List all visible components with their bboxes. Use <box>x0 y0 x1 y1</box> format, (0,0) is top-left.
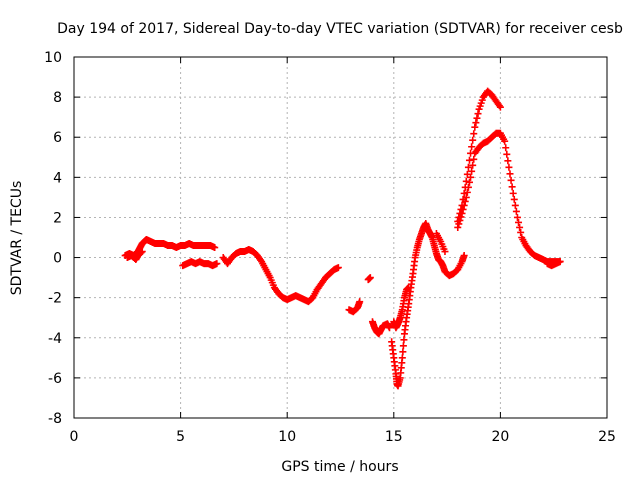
y-tick-label: 6 <box>53 130 62 146</box>
data-point <box>257 256 265 264</box>
data-point <box>517 228 525 236</box>
data-point <box>472 119 480 127</box>
data-point <box>366 274 374 282</box>
x-tick-label: 0 <box>70 429 79 445</box>
axis-ticks: 0 5 10 15 20 25 -8 -6 -4 -2 0 2 4 6 8 10 <box>44 50 616 445</box>
data-point <box>501 137 509 145</box>
data-point <box>405 284 413 292</box>
data-points <box>121 87 564 390</box>
data-point <box>502 144 510 152</box>
data-point <box>515 218 523 226</box>
data-point <box>457 205 465 213</box>
x-tick-label: 5 <box>176 429 185 445</box>
data-point <box>137 249 145 257</box>
data-point <box>496 103 504 111</box>
chart-title: Day 194 of 2017, Sidereal Day-to-day VTE… <box>57 21 623 37</box>
x-tick-label: 10 <box>278 429 296 445</box>
data-point <box>454 223 462 231</box>
data-point <box>471 123 479 131</box>
data-point <box>211 244 219 252</box>
data-point <box>334 264 342 272</box>
data-point <box>386 324 394 332</box>
data-point <box>463 188 471 196</box>
data-point <box>516 223 524 231</box>
data-point <box>460 189 468 197</box>
data-point <box>356 298 364 306</box>
data-point <box>465 156 473 164</box>
data-point <box>556 258 564 266</box>
data-point <box>495 102 503 110</box>
data-point <box>474 110 482 118</box>
data-point <box>399 342 407 350</box>
data-point <box>463 170 471 178</box>
data-point <box>399 348 407 356</box>
data-point <box>470 155 478 163</box>
data-point <box>460 252 468 260</box>
y-tick-label: -8 <box>48 411 62 427</box>
data-point <box>458 201 466 209</box>
data-point <box>512 207 520 215</box>
plot-frame <box>73 56 608 419</box>
data-point <box>465 178 473 186</box>
data-point <box>473 114 481 122</box>
x-axis-label: GPS time / hours <box>281 459 398 475</box>
data-point <box>468 167 476 175</box>
data-point <box>506 170 514 178</box>
y-tick-label: -2 <box>48 291 62 307</box>
data-point <box>508 183 516 191</box>
data-point <box>513 213 521 221</box>
y-tick-label: 0 <box>53 251 62 267</box>
data-point <box>470 130 478 138</box>
data-point <box>459 195 467 203</box>
y-tick-label: -6 <box>48 371 62 387</box>
data-point <box>504 157 512 165</box>
data-point <box>213 260 221 268</box>
data-point <box>455 213 463 221</box>
data-point <box>507 176 515 184</box>
data-point <box>456 209 464 217</box>
y-tick-label: 4 <box>53 170 62 186</box>
y-tick-label: 2 <box>53 210 62 226</box>
data-point <box>400 336 408 344</box>
plot-border <box>73 56 608 419</box>
data-point <box>509 189 517 197</box>
y-tick-label: 8 <box>53 90 62 106</box>
x-tick-label: 25 <box>598 429 616 445</box>
y-axis-label: SDTVAR / TECUs <box>9 181 25 296</box>
data-point <box>469 161 477 169</box>
data-point <box>461 183 469 191</box>
x-tick-label: 20 <box>491 429 509 445</box>
data-point <box>138 248 146 256</box>
data-point <box>441 248 449 256</box>
data-point <box>462 177 470 185</box>
data-point <box>468 143 476 151</box>
y-tick-label: 10 <box>44 50 62 66</box>
data-point <box>398 354 406 362</box>
y-tick-label: -4 <box>48 331 62 347</box>
x-tick-label: 15 <box>385 429 403 445</box>
data-point <box>469 136 477 144</box>
data-point <box>503 150 511 158</box>
data-point <box>454 217 462 225</box>
data-point <box>510 195 518 203</box>
grid <box>74 57 607 418</box>
data-point <box>464 163 472 171</box>
data-point <box>467 149 475 157</box>
data-point <box>511 201 519 209</box>
data-point <box>505 163 513 171</box>
